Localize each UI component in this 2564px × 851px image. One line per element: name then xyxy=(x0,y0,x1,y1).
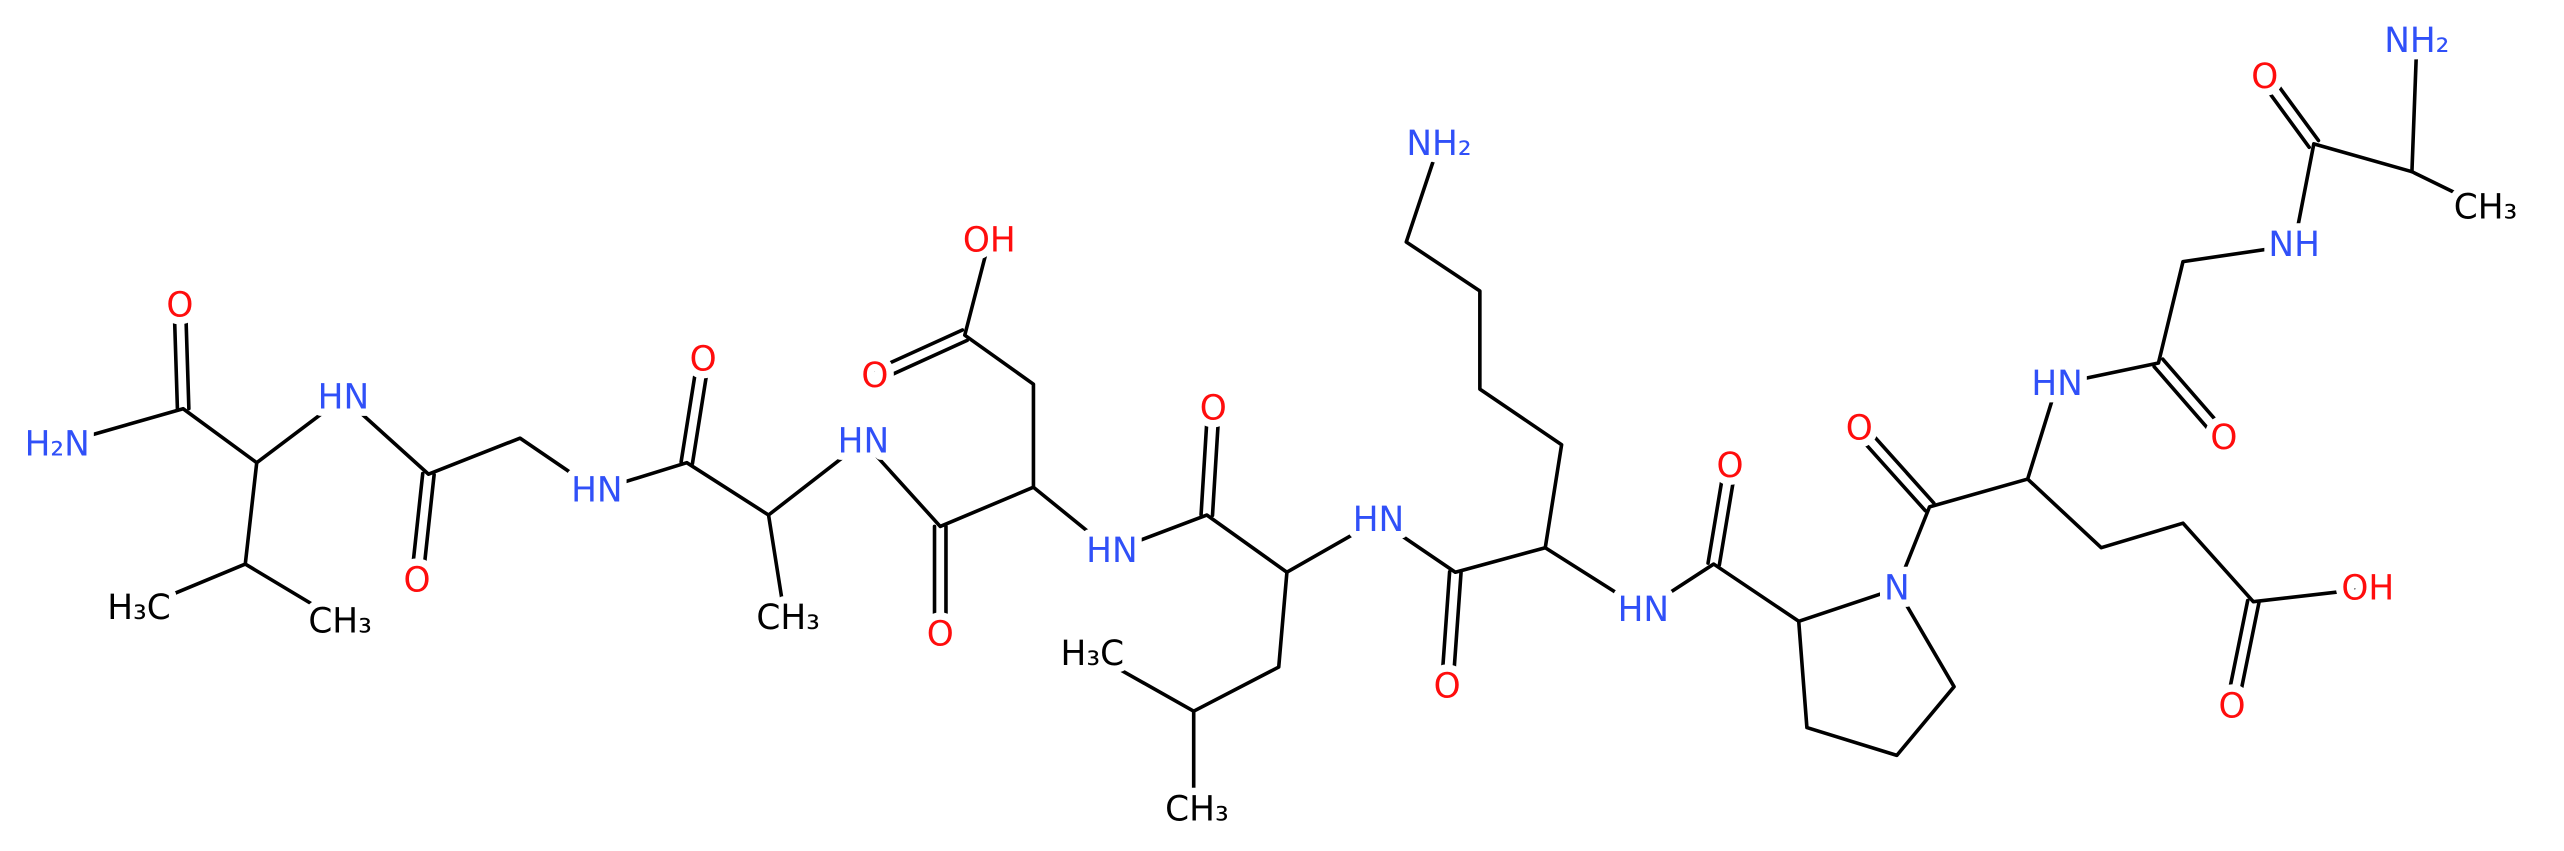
double-bond-line xyxy=(870,328,965,373)
atom-label: HN xyxy=(2031,364,2083,404)
bond xyxy=(1090,570,1289,714)
double-bond-line xyxy=(875,338,969,384)
atom-label: H₂N xyxy=(25,425,90,465)
atom-label: H₃C xyxy=(107,588,171,628)
atom-label: O xyxy=(1846,408,1873,448)
double-bond-line xyxy=(183,303,191,411)
bond xyxy=(1404,142,1564,550)
bond xyxy=(766,513,787,620)
double-bond-line xyxy=(2235,601,2261,710)
double-bond-line xyxy=(1451,570,1463,689)
double-bond-line xyxy=(1853,430,1928,513)
double-bond-line xyxy=(172,304,180,411)
atom-label: HN xyxy=(1086,531,1138,571)
double-bond-line xyxy=(1861,422,1936,505)
double-bond-line xyxy=(1199,406,1210,517)
atom-label: CH₃ xyxy=(1165,789,1229,829)
double-bond-line xyxy=(690,358,711,466)
bonds xyxy=(55,39,2488,812)
atom-label: O xyxy=(2251,57,2278,97)
bond xyxy=(243,562,338,620)
bond xyxy=(1796,586,1956,758)
atom-label: O xyxy=(2219,686,2246,726)
atom-label: O xyxy=(2210,418,2237,458)
atom-label: NH xyxy=(2268,225,2320,265)
double-bond-line xyxy=(1439,570,1452,689)
atom-label: OH xyxy=(963,220,1016,260)
atom-label: O xyxy=(1200,389,1227,429)
atom-label: NH₂ xyxy=(1406,124,1471,164)
atom-label: O xyxy=(166,286,193,326)
atom-label: O xyxy=(690,340,717,380)
atom-label: N xyxy=(1884,569,1910,609)
bond xyxy=(55,395,346,465)
atom-label: O xyxy=(403,560,430,600)
double-bond-line xyxy=(1210,407,1221,518)
atom-label: CH₃ xyxy=(756,598,820,638)
atom-label: O xyxy=(1717,446,1744,486)
double-bond-line xyxy=(1717,465,1738,567)
double-bond-line xyxy=(2224,598,2250,707)
atom-label: O xyxy=(1434,667,1461,707)
atom-label: O xyxy=(861,356,888,396)
bond xyxy=(962,238,1036,490)
atom-label: HN xyxy=(571,470,623,510)
atom-label: HN xyxy=(318,377,370,417)
atom-label: CH₃ xyxy=(2454,188,2518,228)
double-bond-line xyxy=(420,472,436,583)
double-bond-line xyxy=(409,471,425,582)
double-bond-line xyxy=(2258,78,2311,150)
bond xyxy=(137,460,259,611)
double-bond-line xyxy=(679,356,700,464)
double-bond-line xyxy=(2267,71,2321,143)
atom-label: HN xyxy=(1353,500,1405,540)
atom-label: OH xyxy=(2341,569,2394,609)
atom-label: H₃C xyxy=(1061,634,1125,674)
double-bond-line xyxy=(1706,463,1727,565)
bond xyxy=(2025,477,2370,604)
double-bond-line xyxy=(2160,357,2230,437)
double-bond-line xyxy=(2152,364,2222,444)
bond xyxy=(2410,39,2419,174)
atom-label: NH₂ xyxy=(2384,21,2449,61)
atom-label: O xyxy=(927,614,954,654)
bond xyxy=(341,142,2488,624)
atom-label: CH₃ xyxy=(308,601,372,641)
atom-label: HN xyxy=(838,421,890,461)
atom-label: HN xyxy=(1618,590,1670,630)
